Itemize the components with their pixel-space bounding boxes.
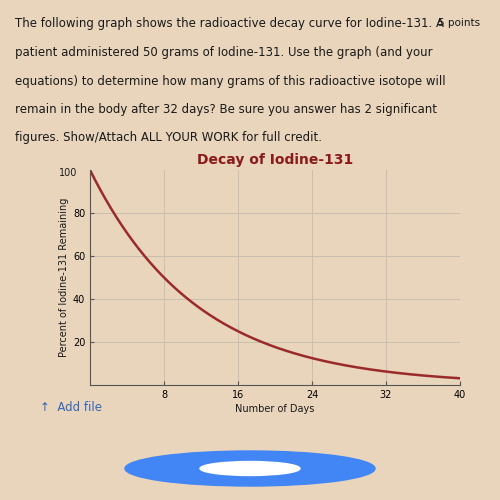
Y-axis label: Percent of Iodine-131 Remaining: Percent of Iodine-131 Remaining	[58, 198, 68, 357]
Text: remain in the body after 32 days? Be sure you answer has 2 significant: remain in the body after 32 days? Be sur…	[15, 103, 437, 116]
Text: ↑  Add file: ↑ Add file	[40, 401, 102, 414]
Circle shape	[125, 451, 375, 486]
Title: Decay of Iodine-131: Decay of Iodine-131	[197, 154, 353, 168]
Text: The following graph shows the radioactive decay curve for Iodine-131. A: The following graph shows the radioactiv…	[15, 18, 444, 30]
Text: patient administered 50 grams of Iodine-131. Use the graph (and your: patient administered 50 grams of Iodine-…	[15, 46, 432, 59]
Circle shape	[200, 462, 300, 475]
Text: equations) to determine how many grams of this radioactive isotope will: equations) to determine how many grams o…	[15, 74, 446, 88]
Text: 100: 100	[59, 168, 78, 177]
X-axis label: Number of Days: Number of Days	[236, 404, 314, 414]
Text: figures. Show/Attach ALL YOUR WORK for full credit.: figures. Show/Attach ALL YOUR WORK for f…	[15, 132, 322, 144]
Text: 5 points: 5 points	[438, 18, 480, 28]
